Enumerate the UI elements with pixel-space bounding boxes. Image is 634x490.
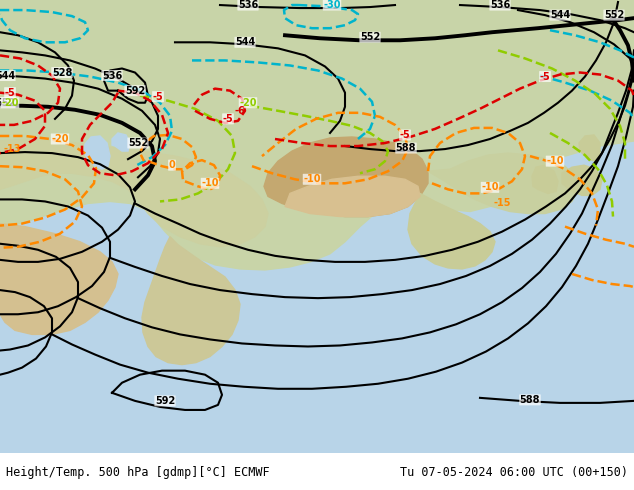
Polygon shape <box>264 137 428 217</box>
Text: -20: -20 <box>239 98 257 108</box>
Text: 552: 552 <box>128 138 148 148</box>
Polygon shape <box>428 153 578 214</box>
Text: -13: -13 <box>3 144 21 154</box>
Text: 536: 536 <box>238 0 258 10</box>
Polygon shape <box>84 136 110 169</box>
Text: -20: -20 <box>1 98 19 108</box>
Text: 588: 588 <box>396 143 417 153</box>
Text: -5: -5 <box>153 92 164 102</box>
Polygon shape <box>532 165 558 194</box>
Text: -6: -6 <box>235 106 245 116</box>
Text: -20: -20 <box>51 134 68 144</box>
Text: 528: 528 <box>52 68 72 77</box>
Polygon shape <box>0 139 268 247</box>
Text: 544: 544 <box>235 37 255 48</box>
Text: -5: -5 <box>223 114 233 124</box>
Text: Tu 07-05-2024 06:00 UTC (00+150): Tu 07-05-2024 06:00 UTC (00+150) <box>400 466 628 479</box>
Text: 592: 592 <box>125 86 145 96</box>
Text: 0: 0 <box>169 160 176 170</box>
Text: 552: 552 <box>0 98 15 108</box>
Text: -15: -15 <box>493 198 511 208</box>
Polygon shape <box>142 237 240 365</box>
Polygon shape <box>0 0 634 270</box>
Text: -30: -30 <box>323 0 340 10</box>
Text: -10: -10 <box>303 174 321 184</box>
Text: 536: 536 <box>490 0 510 10</box>
Text: Height/Temp. 500 hPa [gdmp][°C] ECMWF: Height/Temp. 500 hPa [gdmp][°C] ECMWF <box>6 466 269 479</box>
Text: 536: 536 <box>102 71 122 80</box>
Polygon shape <box>562 165 602 196</box>
Polygon shape <box>579 135 600 161</box>
Text: 552: 552 <box>604 10 624 20</box>
Text: -10: -10 <box>481 182 499 193</box>
Text: -5: -5 <box>4 88 15 98</box>
Text: 588: 588 <box>520 395 540 405</box>
Text: -5: -5 <box>540 72 550 81</box>
Text: -10: -10 <box>547 156 564 166</box>
Text: 552: 552 <box>360 32 380 42</box>
Polygon shape <box>408 194 495 269</box>
Text: 544: 544 <box>550 10 570 20</box>
Polygon shape <box>112 133 130 151</box>
Text: -10: -10 <box>201 178 219 188</box>
Text: 592: 592 <box>155 396 175 406</box>
Polygon shape <box>0 223 118 334</box>
Text: 544: 544 <box>0 71 15 80</box>
Text: -5: -5 <box>399 130 410 140</box>
Polygon shape <box>285 176 420 217</box>
